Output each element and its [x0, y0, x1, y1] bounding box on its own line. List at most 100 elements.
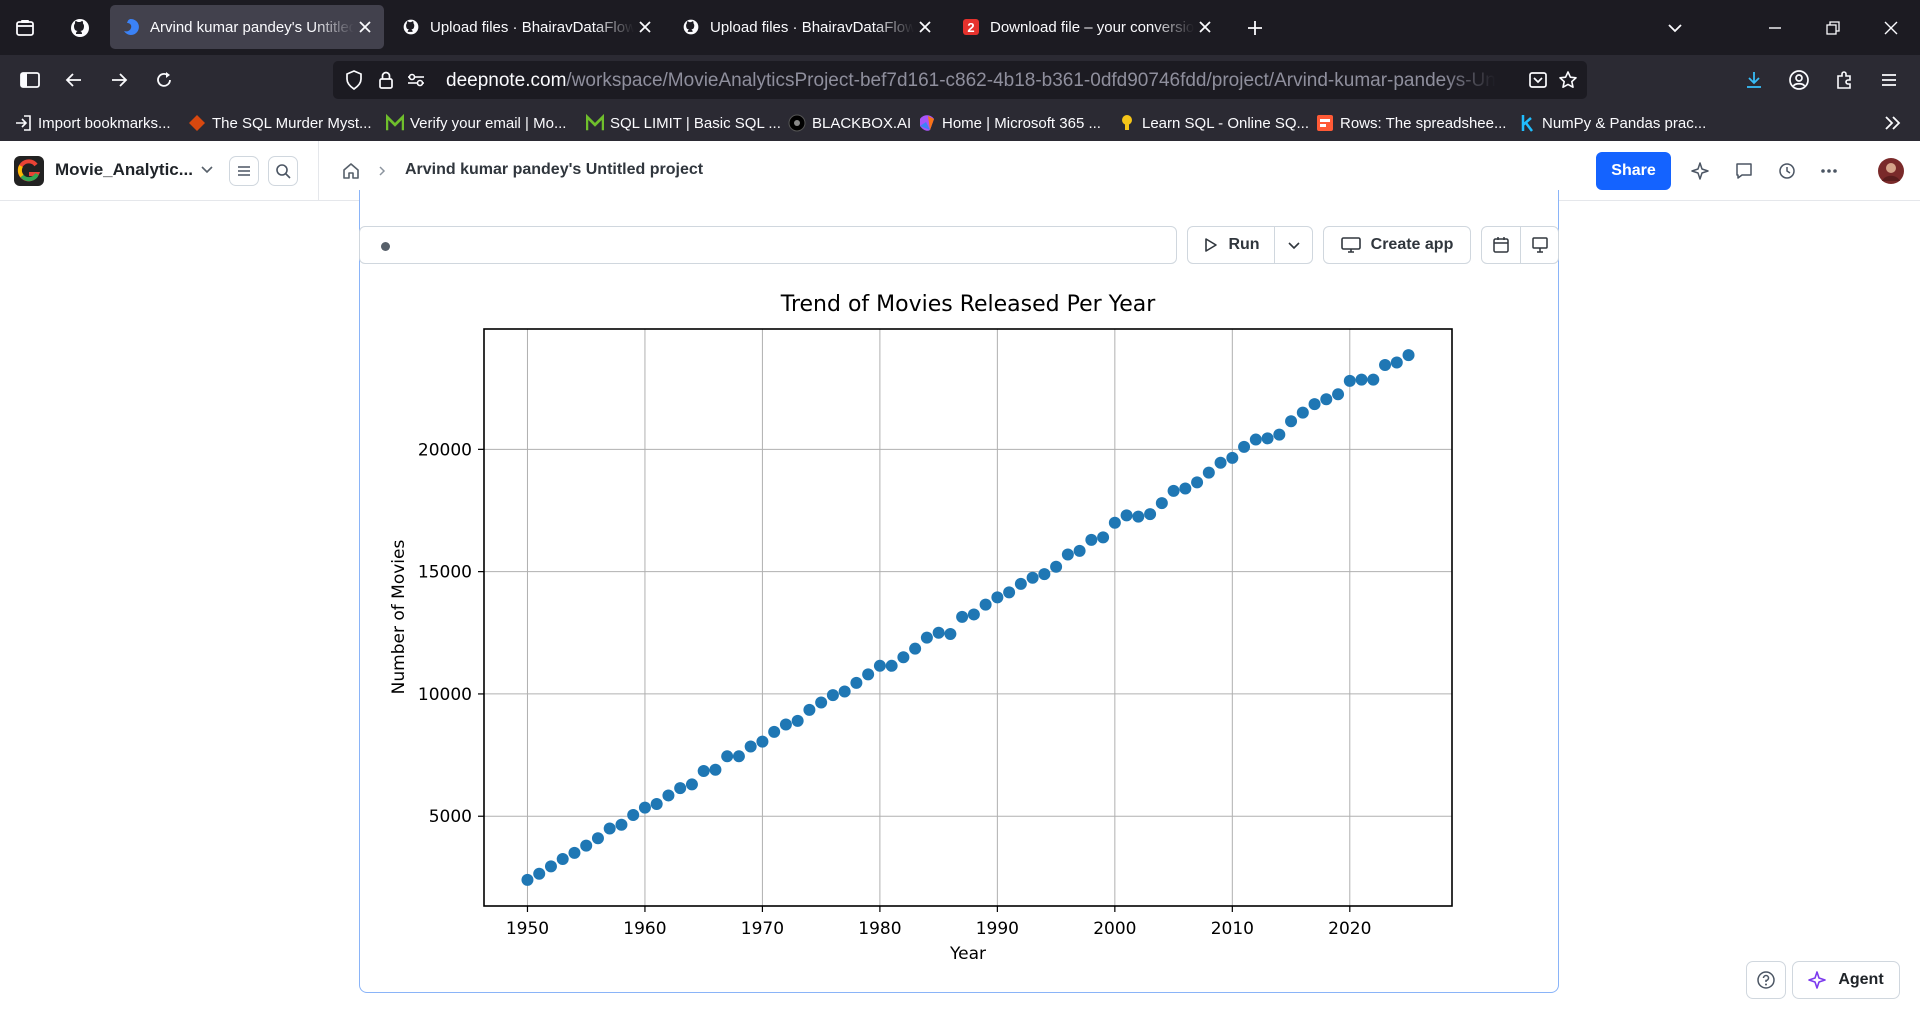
- data-point: [1320, 393, 1333, 406]
- data-point: [944, 628, 957, 641]
- bookmark-numpy-pandas[interactable]: NumPy & Pandas prac...: [1518, 105, 1706, 141]
- tab-github-upload-2[interactable]: Upload files · BhairavDataFlow/M: [670, 5, 944, 49]
- data-point: [650, 798, 663, 811]
- data-point: [909, 642, 922, 655]
- run-options-chevron-icon[interactable]: [1275, 227, 1312, 263]
- schedule-calendar-icon[interactable]: [1482, 227, 1520, 263]
- minimize-icon[interactable]: [1746, 0, 1804, 55]
- bookmarks-toolbar: Import bookmarks... The SQL Murder Myst.…: [0, 105, 1920, 141]
- y-tick-label: 5000: [429, 807, 472, 827]
- cell-actions-divider: [1520, 227, 1521, 263]
- lock-icon[interactable]: [375, 69, 397, 91]
- ai-sparkle-icon[interactable]: [1686, 156, 1716, 186]
- bookmarks-overflow-icon[interactable]: [1882, 113, 1904, 133]
- more-options-icon[interactable]: [1814, 156, 1844, 186]
- x-tick-label: 1960: [623, 919, 666, 939]
- bookmark-sql-limit[interactable]: SQL LIMIT | Basic SQL ...: [586, 105, 781, 141]
- save-to-pocket-icon[interactable]: [1527, 69, 1549, 91]
- app-menu-icon[interactable]: [1873, 64, 1905, 96]
- close-tab-icon[interactable]: [1194, 16, 1216, 38]
- home-icon[interactable]: [338, 158, 364, 184]
- plot-frame: [483, 328, 1453, 907]
- deepnote-favicon-icon: [122, 18, 140, 36]
- address-bar[interactable]: deepnote.com/workspace/MovieAnalyticsPro…: [333, 61, 1587, 99]
- history-icon[interactable]: [1772, 156, 1802, 186]
- data-point: [1308, 398, 1321, 411]
- bookmark-rows[interactable]: Rows: The spreadshee...: [1316, 105, 1506, 141]
- data-point: [580, 839, 593, 852]
- bookmark-blackbox[interactable]: BLACKBOX.AI: [788, 105, 911, 141]
- back-arrow-icon[interactable]: [58, 64, 90, 96]
- forward-arrow-icon[interactable]: [103, 64, 135, 96]
- bookmark-label: NumPy & Pandas prac...: [1542, 114, 1707, 132]
- bookmark-sql-murder[interactable]: The SQL Murder Myst...: [188, 105, 372, 141]
- x-tick-label: 1950: [506, 919, 549, 939]
- comments-icon[interactable]: [1729, 156, 1759, 186]
- bookmark-learn-sql[interactable]: Learn SQL - Online SQ...: [1118, 105, 1309, 141]
- data-point: [1108, 516, 1121, 529]
- workspace-logo-icon[interactable]: [14, 156, 44, 186]
- project-title[interactable]: Arvind kumar pandey's Untitled project: [405, 161, 704, 178]
- close-tab-icon[interactable]: [354, 16, 376, 38]
- menu-list-icon[interactable]: [229, 156, 259, 186]
- downloads-icon[interactable]: [1738, 64, 1770, 96]
- tracking-protection-shield-icon[interactable]: [343, 69, 365, 91]
- data-points: [521, 349, 1415, 886]
- close-tab-icon[interactable]: [914, 16, 936, 38]
- header-divider: [318, 141, 319, 201]
- search-icon[interactable]: [268, 156, 298, 186]
- cell-input[interactable]: [359, 226, 1177, 264]
- data-point: [791, 714, 804, 727]
- account-icon[interactable]: [1783, 64, 1815, 96]
- close-tab-icon[interactable]: [634, 16, 656, 38]
- list-all-tabs-icon[interactable]: [1660, 13, 1690, 43]
- github-favicon-icon: [682, 18, 700, 36]
- tab-github-upload-1[interactable]: Upload files · BhairavDataFlow/M: [390, 5, 664, 49]
- data-point: [697, 764, 710, 777]
- help-button[interactable]: [1746, 961, 1786, 999]
- cell-status-dot: [381, 242, 390, 251]
- create-app-label: Create app: [1370, 236, 1454, 253]
- close-window-icon[interactable]: [1862, 0, 1920, 55]
- workspace-name[interactable]: Movie_Analytic...: [55, 160, 193, 179]
- firefox-view-icon[interactable]: [10, 13, 40, 43]
- data-point: [744, 740, 757, 753]
- sql-murder-icon: [188, 114, 206, 132]
- tab-deepnote[interactable]: Arvind kumar pandey's Untitled: [110, 5, 384, 49]
- github-icon[interactable]: [65, 13, 95, 43]
- data-point: [1285, 415, 1298, 428]
- run-button[interactable]: Run: [1188, 227, 1274, 263]
- extensions-icon[interactable]: [1828, 64, 1860, 96]
- bookmark-import[interactable]: Import bookmarks...: [14, 105, 171, 141]
- x-tick-label: 2000: [1093, 919, 1136, 939]
- presentation-icon[interactable]: [1521, 227, 1559, 263]
- data-point: [591, 832, 604, 845]
- reload-icon[interactable]: [148, 64, 180, 96]
- browser-tab-strip: Arvind kumar pandey's Untitled Upload fi…: [0, 0, 1920, 55]
- bookmark-star-icon[interactable]: [1557, 69, 1579, 91]
- bookmark-verify-email[interactable]: Verify your email | Mo...: [386, 105, 566, 141]
- data-point: [1097, 531, 1110, 544]
- github-favicon-icon: [402, 18, 420, 36]
- chart-title: Trend of Movies Released Per Year: [780, 292, 1156, 317]
- cell-action-buttons: [1481, 226, 1559, 264]
- data-point: [1120, 509, 1133, 522]
- create-app-button[interactable]: Create app: [1323, 226, 1471, 264]
- new-tab-icon[interactable]: [1240, 13, 1270, 43]
- share-button[interactable]: Share: [1596, 152, 1671, 190]
- data-point: [1038, 568, 1051, 581]
- sidebar-toggle-icon[interactable]: [14, 64, 46, 96]
- tab-title: Upload files · BhairavDataFlow/M: [710, 18, 914, 36]
- bookmark-microsoft-365[interactable]: Home | Microsoft 365 ...: [918, 105, 1101, 141]
- data-point: [521, 873, 534, 886]
- bookmark-label: Verify your email | Mo...: [410, 114, 567, 132]
- user-avatar[interactable]: [1877, 157, 1905, 185]
- y-tick-label: 15000: [418, 563, 472, 583]
- permissions-icon[interactable]: [405, 69, 427, 91]
- agent-button[interactable]: Agent: [1792, 961, 1900, 999]
- data-point: [991, 591, 1004, 604]
- tab-download-file[interactable]: 2 Download file – your conversion: [950, 5, 1224, 49]
- chevron-down-icon[interactable]: [196, 158, 218, 180]
- restore-icon[interactable]: [1804, 0, 1862, 55]
- x-tick-label: 1980: [858, 919, 901, 939]
